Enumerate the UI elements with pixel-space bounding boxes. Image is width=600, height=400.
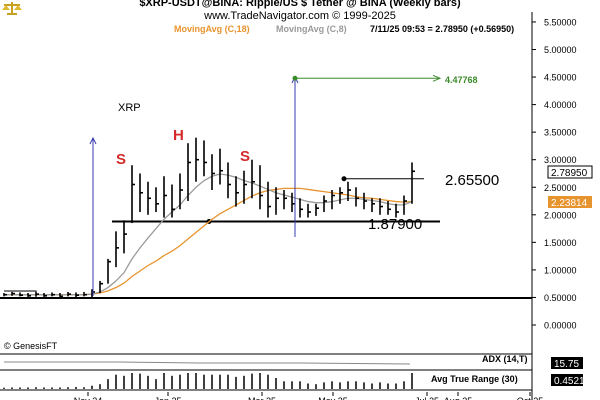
x-tick-label: Jul 25 [415,396,439,400]
price-bar [123,220,127,254]
price-bar [27,293,31,297]
price-bar [3,293,7,297]
y-tick-label: 3.50000 [544,128,577,138]
price-bar [211,154,215,191]
atr-value-tag: 0.4521 [551,374,585,387]
y-tick-label: 4.50000 [544,73,577,83]
y-tick-label: 5.50000 [544,17,577,27]
svg-text:2.78950: 2.78950 [551,168,588,179]
chart-title: $XRP-USDT@BINA: Ripple/US $ Tether @ BIN… [139,0,461,9]
x-tick-label: Oct 25 [517,396,544,400]
price-bar [59,293,63,298]
price-bar [251,159,255,199]
y-tick-label: 0.00000 [544,321,577,331]
price-bar [227,162,231,199]
price-bar [139,173,143,213]
price-bar [11,291,15,296]
price-bar [243,170,247,204]
y-tick-label: 1.50000 [544,238,577,248]
ma18-legend: MovingAvg (C,18) [174,24,250,34]
price-bar [403,195,407,215]
x-tick-label: Nov 24 [74,396,103,400]
price-bar [331,190,335,210]
price-bar [267,181,271,218]
y-tick-label: 4.00000 [544,100,577,110]
resistance-label: 2.65500 [445,172,499,189]
price-bar [43,293,47,297]
price-bar [171,184,175,218]
target-label: 4.47768 [445,75,478,85]
price-bar [371,198,375,213]
price-bar [131,165,135,224]
price-bar [99,280,103,294]
adx-label: ADX (14,T) [482,354,528,364]
price-bar [395,203,399,218]
price-bar [83,291,87,297]
price-bar [195,137,199,182]
target-point [292,75,298,81]
ma-value-tag: 2.23814 [548,196,592,209]
price-bar [411,162,415,204]
svg-text:15.75: 15.75 [554,359,579,370]
price-bar [363,192,367,210]
price-bar [283,190,287,210]
price-bar [51,292,55,297]
scales-logo-icon [2,2,22,15]
y-tick-label: 0.50000 [544,293,577,303]
price-bar [35,291,39,297]
price-bar [299,198,303,218]
copyright-text: www.TradeNavigator.com © 1999-2025 [203,10,396,22]
price-bar [235,176,239,207]
price-bar [163,176,167,218]
price-bar [307,203,311,218]
atr-label: Avg True Range (30) [431,374,518,384]
left-shoulder-label: S [116,151,126,168]
price-bar [107,258,111,284]
price-bar [179,173,183,210]
ma8-legend: MovingAvg (C,8) [276,24,347,34]
y-tick-label: 2.00000 [544,210,577,220]
x-tick-label: Mar 25 [248,396,276,400]
last-price-tag: 2.78950 [547,165,593,179]
y-tick-label: 5.00000 [544,45,577,55]
head-label: H [173,127,184,144]
x-tick-label: Aug 25 [444,396,473,400]
price-bar [187,143,191,202]
symbol-label: XRP [118,102,141,114]
y-tick-label: 1.00000 [544,265,577,275]
price-bar [379,198,383,215]
source-label: © GenesisFT [4,341,58,351]
right-shoulder-label: S [240,148,250,165]
price-bar [339,187,343,204]
price-bar [355,187,359,207]
svg-text:0.4521: 0.4521 [554,376,585,387]
price-bar [19,292,23,297]
y-tick-label: 3.00000 [544,155,577,165]
adx-line [4,361,411,365]
resistance-point [341,176,347,182]
neckline-label: 1.87900 [368,216,422,233]
y-tick-label: 2.50000 [544,183,577,193]
price-bar [387,201,391,215]
price-bar [347,181,351,202]
price-bar [115,231,119,268]
price-bar [75,292,79,298]
price-bar [203,140,207,177]
price-bar [315,203,319,216]
price-bar [275,187,279,215]
price-bar [259,165,263,210]
price-bar [67,291,71,297]
svg-text:2.23814: 2.23814 [551,198,588,209]
price-bar [219,148,223,185]
adx-value-tag: 15.75 [551,357,583,370]
x-tick-label: Jan 25 [154,396,181,400]
price-bar [155,187,159,213]
measured-move-arrow-1-head [89,136,97,145]
target-arrowhead [432,74,442,82]
ma8-line [4,173,413,296]
quote-line: 7/11/25 09:53 = 2.78950 (+0.56950) [370,24,514,34]
price-bar [147,181,151,215]
x-tick-label: May 25 [318,396,348,400]
price-bar [323,195,327,213]
